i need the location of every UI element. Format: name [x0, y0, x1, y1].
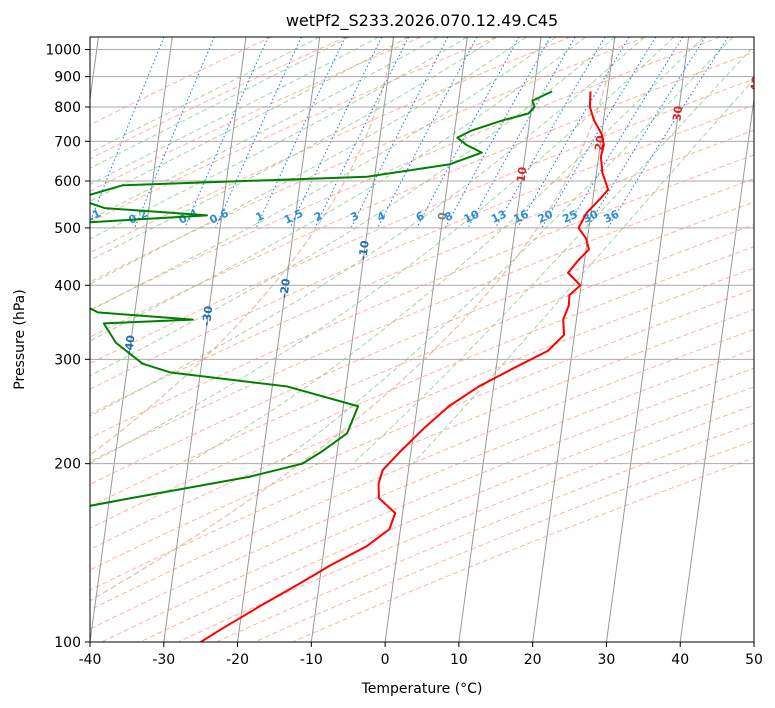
x-axis-ticks: -40 -30 -20 -10 0 10 20 30 40 50: [79, 642, 763, 668]
dry-adiabat-line: [90, 37, 646, 283]
background-reference-lines: [90, 37, 754, 642]
moist-adiabat-line: [90, 37, 409, 202]
y-tick-label: 400: [54, 278, 81, 294]
dry-adiabat-line: [90, 201, 754, 485]
isotherm-line: [458, 37, 542, 642]
dewpoint-profile-line: [90, 90, 553, 507]
y-tick-label: 300: [54, 352, 81, 368]
moist-adiabat-line: [90, 37, 350, 169]
isotherm-line: [605, 37, 690, 642]
y-tick-label: 800: [54, 100, 81, 116]
x-tick-label: 10: [450, 652, 468, 668]
y-tick-label: 100: [54, 635, 81, 651]
y-tick-label: 500: [54, 221, 81, 237]
isotherm-label: -20: [277, 277, 293, 299]
moist-adiabat-line: [90, 37, 320, 154]
moist-adiabat-line: [90, 37, 498, 261]
isotherm-label: 30: [670, 105, 685, 122]
isotherm-line: [310, 37, 395, 642]
mixing-ratio-label: 16: [511, 207, 531, 225]
reference-arc-line: [90, 37, 395, 457]
isotherm-label: 20: [592, 134, 607, 151]
dry-adiabat-line: [90, 178, 754, 463]
moist-adiabat-line: [90, 37, 645, 417]
plot-frame: [89, 36, 755, 643]
y-tick-label: 200: [54, 457, 81, 473]
mixing-ratio-label: 13: [489, 208, 508, 226]
mixing-ratio-line: [377, 37, 478, 229]
moist-adiabat-line: [90, 37, 380, 185]
moist-adiabat-line: [186, 37, 704, 465]
mixing-ratio-line: [90, 37, 165, 224]
x-tick-label: 50: [745, 652, 763, 668]
y-tick-label: 700: [54, 134, 81, 150]
moist-adiabat-line: [412, 78, 754, 464]
mixing-ratio-label: 30: [581, 207, 601, 225]
y-axis-label: Pressure (hPa): [12, 289, 28, 389]
y-tick-label: 1000: [45, 43, 81, 59]
isotherm-label: 40: [748, 75, 763, 92]
dry-adiabat-line: [90, 104, 754, 390]
dry-adiabat-line: [90, 246, 754, 529]
isotherm-label: -10: [356, 239, 372, 261]
isotherm-label: 10: [514, 166, 529, 183]
x-tick-label: -40: [79, 652, 102, 668]
temperature-profile-line: [200, 91, 610, 642]
mixing-ratio-line: [416, 37, 520, 229]
mixing-ratio-label: 10: [462, 207, 482, 225]
sounding-profiles: [90, 90, 610, 642]
dry-adiabat-line: [90, 37, 272, 126]
x-tick-label: 0: [381, 652, 390, 668]
dry-adiabat-line: [90, 267, 754, 550]
moist-adiabat-line: [90, 37, 439, 220]
mixing-ratio-label: 36: [602, 207, 622, 225]
x-axis-label: Temperature (°C): [361, 681, 483, 697]
dry-adiabat-line: [90, 309, 754, 591]
dry-adiabat-line: [90, 37, 421, 192]
mixing-ratio-line: [444, 37, 551, 229]
dry-adiabat-line: [90, 37, 571, 254]
moist-adiabat-line: [352, 45, 754, 465]
dry-adiabat-line: [90, 154, 754, 439]
mixing-ratio-line: [586, 37, 706, 229]
mixing-ratio-label: 20: [536, 207, 556, 225]
reference-arc-line: [90, 37, 616, 602]
dry-adiabat-line: [90, 288, 754, 571]
isotherm-line: [163, 37, 247, 642]
moist-adiabat-line: [90, 37, 616, 377]
dry-adiabat-line: [90, 329, 754, 611]
y-axis-ticks: 100 200 300 400 500 600 700 800 900 1000: [45, 43, 90, 651]
isotherm-label: -30: [200, 305, 216, 327]
isotherm-label: 0: [435, 211, 449, 221]
y-tick-label: 900: [54, 70, 81, 86]
x-tick-label: -10: [300, 652, 323, 668]
x-tick-label: 40: [671, 652, 689, 668]
isotherm-line: [90, 37, 173, 642]
mixing-ratio-line: [541, 37, 657, 229]
isotherm-line: [384, 37, 468, 642]
isotherm-line: [532, 37, 616, 642]
dry-adiabat-line: [90, 37, 721, 311]
moist-adiabat-line: [277, 37, 734, 465]
chart-title: wetPf2_S233.2026.070.12.49.C45: [286, 11, 558, 31]
dry-adiabat-line: [90, 224, 754, 508]
mixing-ratio-line: [566, 37, 684, 229]
dry-adiabat-line: [90, 51, 754, 338]
moist-adiabat-line: [90, 37, 557, 312]
mixing-ratio-line: [184, 37, 269, 229]
moist-adiabat-line: [90, 37, 527, 285]
moist-adiabat-line: [90, 37, 468, 240]
y-tick-label: 600: [54, 174, 81, 190]
x-tick-label: 30: [598, 652, 616, 668]
x-tick-label: -20: [226, 652, 249, 668]
x-tick-label: 20: [524, 652, 542, 668]
mixing-ratio-label: 25: [560, 208, 579, 226]
isotherm-line: [237, 37, 321, 642]
x-tick-label: -30: [152, 652, 175, 668]
isotherm-line: [679, 95, 754, 642]
mixing-ratio-line: [314, 37, 410, 229]
